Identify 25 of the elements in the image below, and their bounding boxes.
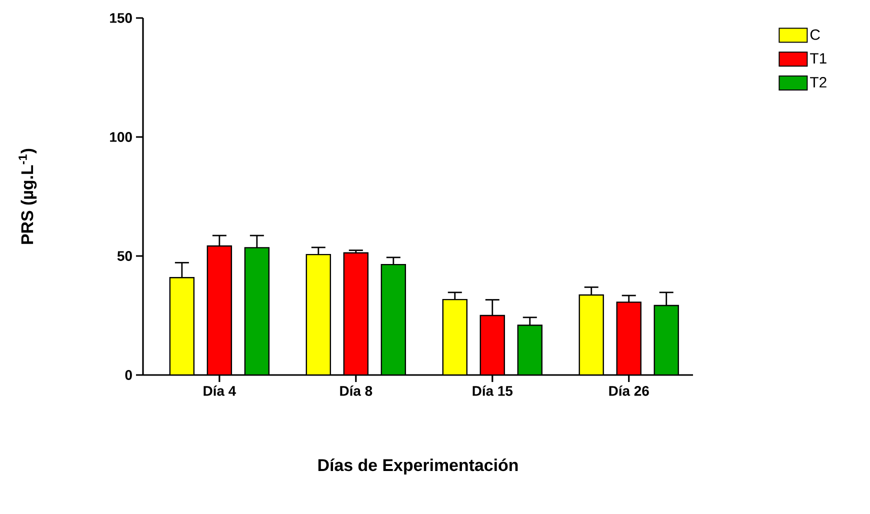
legend-label: T2	[810, 76, 826, 88]
x-tick-label: Día 15	[472, 386, 513, 396]
bar	[654, 304, 679, 375]
y-axis-title: PRS (µg.L$^{-1}$)	[18, 148, 37, 244]
legend-label: T1	[810, 53, 826, 64]
bar	[442, 298, 468, 375]
x-tick-label: Día 8	[340, 386, 372, 396]
x-axis-title: Días de Experimentación	[318, 458, 518, 474]
bar	[306, 254, 332, 375]
y-tick-label: 150	[110, 13, 132, 23]
y-tick-label: 0	[125, 370, 132, 380]
bar	[244, 247, 270, 375]
bar	[616, 302, 642, 375]
bar	[480, 314, 505, 375]
bar	[517, 324, 542, 375]
x-tick-label: Día 26	[609, 386, 649, 396]
bar	[578, 294, 604, 375]
legend-label: C	[810, 29, 820, 40]
bar	[206, 245, 232, 375]
y-tick-label: 100	[110, 132, 132, 142]
x-tick-label: Día 4	[204, 386, 236, 396]
y-tick-label: 50	[117, 251, 132, 261]
bar	[343, 252, 369, 375]
bar	[169, 277, 195, 375]
bar	[380, 264, 406, 375]
